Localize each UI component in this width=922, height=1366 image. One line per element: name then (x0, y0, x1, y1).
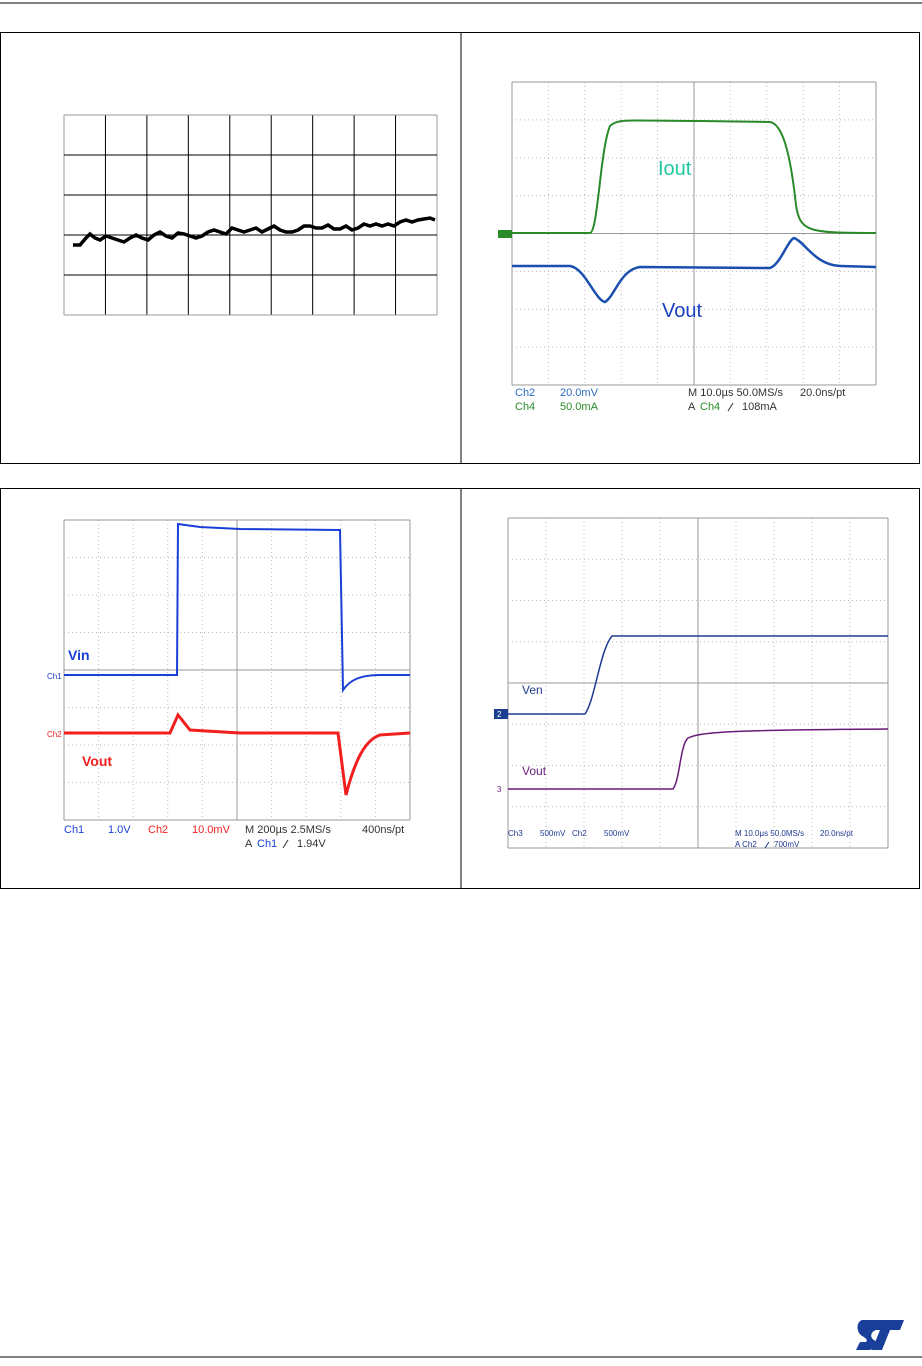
readout: Ch2 (572, 829, 587, 838)
readout: 500mV (604, 829, 630, 838)
channel-marker: Ch2 (47, 730, 62, 739)
readout: 500mV (540, 829, 566, 838)
readout: Ch3 (508, 829, 523, 838)
readout: A (688, 401, 696, 413)
trace-label: Vout (662, 300, 702, 322)
readout: 1.0V (108, 824, 131, 836)
channel-marker: 3 (497, 785, 502, 794)
readout: Ch2 (515, 387, 535, 399)
readout: 20.0ns/pt (800, 387, 845, 399)
channel-marker (498, 230, 512, 238)
readout: 10.0mV (192, 824, 231, 836)
trace-label: Vout (522, 764, 547, 778)
readout: Ch2 (148, 824, 168, 836)
trigger-glyph (727, 402, 734, 412)
waveform (64, 522, 410, 694)
waveform (512, 119, 877, 234)
waveform (512, 236, 877, 304)
trigger-glyph (764, 841, 770, 849)
channel-marker (494, 709, 508, 719)
readout: 50.0mA (560, 401, 599, 413)
waveform (73, 216, 436, 247)
trace-label: Iout (658, 158, 692, 180)
readout: 20.0ns/pt (820, 829, 854, 838)
readout: 108mA (742, 401, 778, 413)
readout: M 10.0µs 50.0MS/s (688, 387, 783, 399)
readout: Ch4 (515, 401, 535, 413)
readout: 20.0mV (560, 387, 599, 399)
channel-marker: Ch1 (47, 672, 62, 681)
waveform (64, 712, 411, 796)
waveform (508, 635, 888, 715)
readout: M 200µs 2.5MS/s (245, 824, 331, 836)
trace-label: Vin (68, 647, 90, 663)
readout: Ch1 (64, 824, 84, 836)
readout: Ch1 (257, 838, 277, 850)
panel-frame (0, 32, 920, 464)
readout: A Ch2 (735, 840, 757, 849)
trace-label: Ven (522, 683, 543, 697)
readout: 400ns/pt (362, 824, 404, 836)
trigger-glyph (282, 839, 289, 849)
st-logo (856, 1320, 904, 1350)
readout: 1.94V (297, 838, 326, 850)
panel-frame (0, 488, 920, 889)
trace-label: Vout (82, 753, 112, 769)
readout: A (245, 838, 253, 850)
channel-marker: 2 (497, 710, 502, 719)
waveform (508, 728, 889, 790)
readout: Ch4 (700, 401, 720, 413)
readout: M 10.0µs 50.0MS/s (735, 829, 804, 838)
readout: 700mV (774, 840, 800, 849)
logo-shape (856, 1320, 904, 1350)
